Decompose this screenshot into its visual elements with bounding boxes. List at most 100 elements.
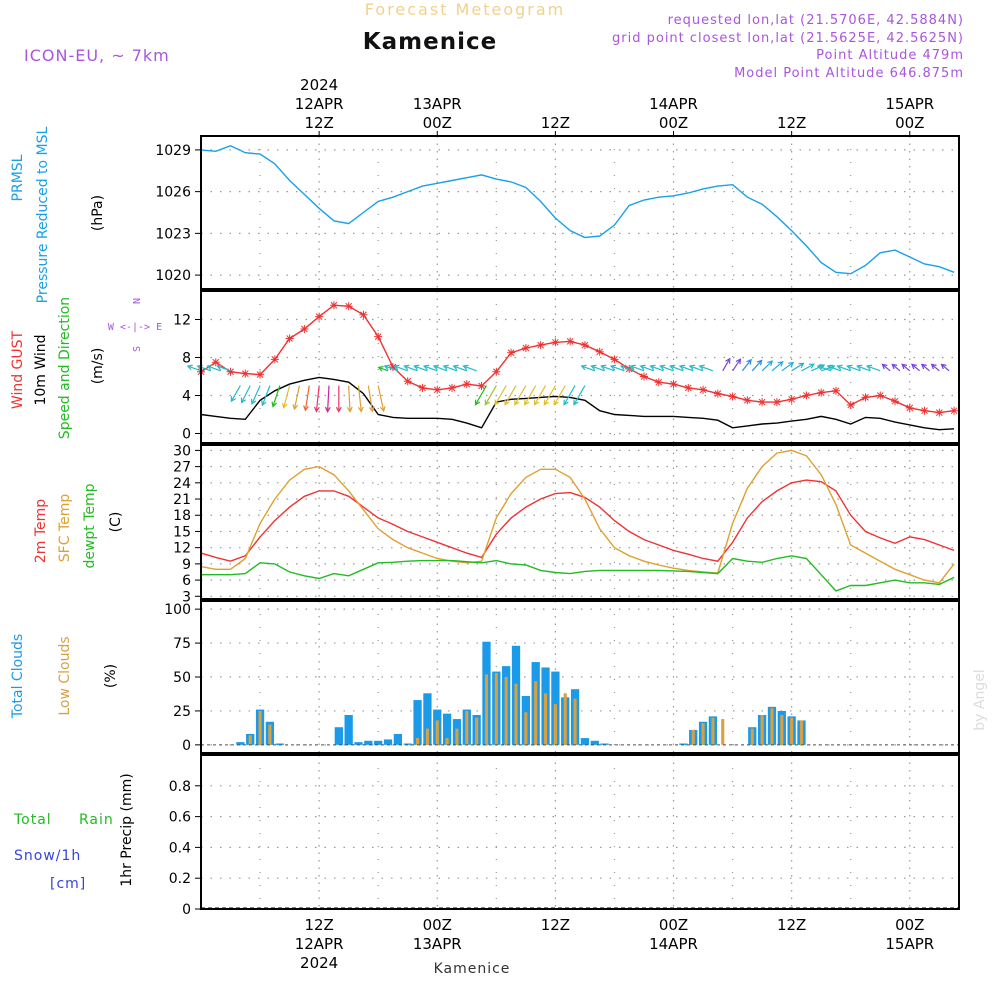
wind-arrow-shaft bbox=[384, 365, 399, 372]
gust-marker bbox=[241, 369, 250, 378]
wind-arrow bbox=[357, 385, 364, 413]
wind-arrow-head bbox=[649, 364, 656, 371]
gust-marker bbox=[920, 406, 929, 415]
y-tick-label: 4 bbox=[182, 389, 191, 405]
wind-arrow bbox=[553, 385, 566, 406]
wind-10m-label: 10m Wind bbox=[33, 334, 49, 405]
gust-marker bbox=[580, 341, 589, 350]
point-altitude: Point Altitude 479m bbox=[816, 48, 964, 63]
wind-arrow-head bbox=[240, 397, 247, 404]
wind-arrow-shaft bbox=[524, 385, 537, 405]
low-cloud-bar bbox=[543, 693, 548, 745]
wind-arrow-head bbox=[798, 362, 805, 369]
gust-marker bbox=[831, 386, 840, 395]
wind-arrow bbox=[669, 364, 684, 372]
wind-arrow bbox=[250, 385, 261, 406]
wind-arrow-shaft bbox=[394, 365, 408, 372]
y-tick-label: 0 bbox=[182, 738, 191, 754]
y-tick-label: 1020 bbox=[155, 268, 191, 284]
wind-arrow-shaft bbox=[404, 365, 418, 372]
top-time-label: 12Z bbox=[777, 114, 806, 132]
gust-marker bbox=[270, 355, 279, 364]
wind-arrow-head bbox=[514, 399, 520, 406]
wind-arrow-shaft bbox=[761, 360, 773, 372]
wind-arrow-shaft bbox=[453, 365, 467, 372]
wind-arrow-shaft bbox=[484, 385, 497, 405]
wind-arrow-shaft bbox=[207, 365, 221, 372]
low-cloud-bar bbox=[524, 712, 528, 745]
top-time-label: 12Z bbox=[304, 114, 333, 132]
legend-rain: Rain bbox=[79, 812, 114, 828]
wind-arrow bbox=[781, 361, 795, 372]
wind-arrow-shaft bbox=[494, 385, 507, 405]
wind-arrow-shaft bbox=[327, 385, 330, 412]
wind-arrow-head bbox=[452, 364, 459, 371]
wind-arrow-head bbox=[669, 364, 676, 371]
wind-arrow-head bbox=[563, 399, 569, 406]
wind-arrow bbox=[504, 385, 517, 406]
wind-arrow-shaft bbox=[891, 363, 901, 372]
y-tick-label: 12 bbox=[173, 313, 191, 329]
wind-arrow-shaft bbox=[827, 365, 842, 372]
wind-arrow-head bbox=[767, 360, 774, 367]
wind-arrow-shaft bbox=[283, 385, 291, 408]
wind-arrow bbox=[836, 364, 851, 372]
wind-arrow-head bbox=[271, 401, 278, 408]
gust-marker bbox=[595, 347, 604, 356]
axis-labels: 1020102310261029048123691215182124273002… bbox=[155, 76, 934, 972]
pressure-unit: (hPa) bbox=[90, 195, 106, 231]
total-cloud-bar bbox=[590, 740, 599, 745]
wind-arrow-head bbox=[573, 399, 579, 406]
gust-marker bbox=[639, 372, 648, 381]
low-cloud-bar bbox=[563, 693, 567, 745]
top-time-label: 14APR bbox=[649, 95, 698, 113]
wind-arrow-head bbox=[698, 364, 705, 371]
wind-arrow-head bbox=[432, 364, 439, 371]
bottom-time-label: 15APR bbox=[885, 935, 934, 953]
total-cloud-bar bbox=[334, 727, 343, 745]
wind-arrow bbox=[816, 364, 832, 372]
wind-arrow-head bbox=[756, 359, 763, 366]
wind-arrow-shaft bbox=[732, 358, 741, 372]
y-tick-label: 12 bbox=[173, 541, 191, 557]
wind-arrow-shaft bbox=[847, 365, 861, 372]
gust-marker bbox=[300, 325, 309, 333]
bottom-time-label: 13APR bbox=[413, 935, 462, 953]
wind-arrow-head bbox=[474, 399, 481, 406]
wind-arrow-head bbox=[678, 364, 686, 371]
y-tick-label: 0 bbox=[182, 902, 191, 918]
wind-arrow-head bbox=[494, 399, 500, 406]
wind-arrow bbox=[688, 364, 704, 372]
bottom-time-label: 12Z bbox=[777, 916, 806, 934]
wind-arrow-head bbox=[324, 406, 331, 413]
wind-arrow bbox=[801, 363, 815, 372]
wind-arrow-head bbox=[940, 363, 947, 370]
wind-arrow-head bbox=[346, 406, 353, 413]
temp-sfc-label: SFC Temp bbox=[57, 494, 73, 563]
wind-arrow-head bbox=[826, 364, 833, 371]
wind-arrow bbox=[629, 364, 645, 372]
wind-arrow-head bbox=[629, 364, 636, 371]
y-tick-label: 25 bbox=[173, 704, 191, 720]
wind-arrow-head bbox=[639, 364, 646, 371]
wind-arrow-shaft bbox=[414, 365, 428, 372]
wind-arrow bbox=[206, 364, 221, 372]
gust-marker bbox=[433, 385, 442, 394]
wind-arrow bbox=[240, 385, 251, 404]
gust-marker bbox=[226, 367, 235, 376]
wind-arrow bbox=[346, 385, 353, 413]
total-cloud-bar bbox=[383, 739, 393, 745]
total-cloud-bar bbox=[679, 743, 688, 745]
wind-arrow-shaft bbox=[573, 385, 586, 405]
gust-marker bbox=[374, 332, 383, 341]
total-cloud-bar bbox=[580, 738, 590, 745]
wind-arrow-head bbox=[891, 363, 898, 370]
wind-arrow-head bbox=[442, 364, 449, 371]
wind-arrow bbox=[865, 364, 881, 372]
pressure-label-long: Pressure Reduced to MSL bbox=[35, 126, 51, 303]
y-tick-label: 27 bbox=[173, 460, 191, 476]
wind-arrow bbox=[761, 360, 774, 372]
wind-arrow-head bbox=[377, 366, 384, 372]
wind-arrow-head bbox=[920, 363, 927, 370]
temp-2m-label: 2m Temp bbox=[33, 499, 49, 563]
